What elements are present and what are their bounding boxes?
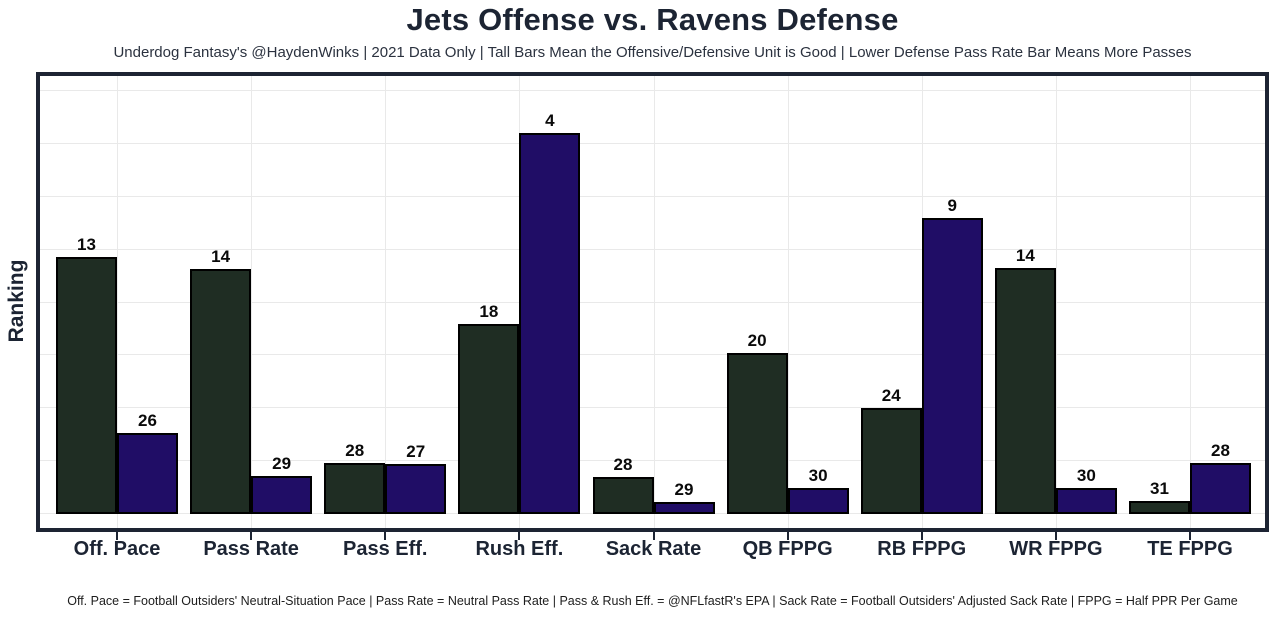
bar-value-label: 28 xyxy=(345,441,365,460)
x-axis-label: WR FPPG xyxy=(1009,538,1103,560)
chart-footnote: Off. Pace = Football Outsiders' Neutral-… xyxy=(67,594,1238,608)
jets-offense-bar xyxy=(592,477,654,514)
h-gridline xyxy=(40,248,1265,250)
chart-title: Jets Offense vs. Ravens Defense xyxy=(406,2,899,37)
v-gridline xyxy=(117,76,118,528)
ravens-defense-bar xyxy=(117,433,178,514)
bar-value-label: 30 xyxy=(808,466,828,485)
h-gridline xyxy=(40,407,1265,409)
x-axis-tick xyxy=(518,532,521,540)
ravens-defense-bar xyxy=(251,476,313,514)
v-gridline xyxy=(1190,76,1191,528)
x-axis-label: RB FPPG xyxy=(877,538,967,560)
bar-value-label: 29 xyxy=(674,480,694,499)
x-axis-tick xyxy=(652,532,655,540)
bar-value-label: 20 xyxy=(747,331,767,350)
bar-group-te-fppg: 31 28 xyxy=(1129,76,1251,528)
v-gridline xyxy=(653,76,655,528)
ravens-defense-bar xyxy=(1055,488,1117,514)
bar-group-rb-fppg: 24 9 xyxy=(860,76,983,528)
jets-offense-bar xyxy=(458,324,520,514)
jets-offense-bar xyxy=(726,353,788,514)
bar-group-rush-eff: 18 4 xyxy=(458,76,581,528)
jets-offense-bar xyxy=(324,463,386,514)
bar-group-pass-eff: 28 27 xyxy=(324,76,447,528)
ravens-defense-bar xyxy=(1190,463,1251,514)
h-gridline xyxy=(40,354,1265,356)
jets-offense-bar xyxy=(860,408,922,514)
bar-value-label: 26 xyxy=(138,411,157,430)
h-gridline xyxy=(40,460,1265,462)
bar-value-label: 14 xyxy=(1015,246,1035,265)
x-axis-tick xyxy=(250,532,253,540)
bar-value-label: 29 xyxy=(272,454,292,473)
x-axis-tick xyxy=(920,532,923,540)
h-gridline xyxy=(40,195,1265,197)
v-gridline xyxy=(251,76,253,528)
jets-offense-bar xyxy=(56,257,117,514)
plot-area: 13 26 14 29 28 27 18 4 28 29 20 30 24 9 14 30 31 28 xyxy=(40,76,1265,528)
h-gridline xyxy=(40,301,1265,303)
jets-offense-bar xyxy=(994,268,1056,514)
bar-value-label: 30 xyxy=(1076,466,1096,485)
x-axis-label: Sack Rate xyxy=(605,538,702,560)
bar-value-label: 27 xyxy=(406,442,426,461)
x-axis-label: QB FPPG xyxy=(742,538,833,560)
x-axis-label: Off. Pace xyxy=(73,538,161,560)
bar-group-wr-fppg: 14 30 xyxy=(994,76,1117,528)
bar-value-label: 13 xyxy=(77,235,96,254)
chart-subtitle: Underdog Fantasy's @HaydenWinks | 2021 D… xyxy=(113,44,1192,61)
ravens-defense-bar xyxy=(921,218,983,514)
x-axis-tick xyxy=(384,532,387,540)
x-axis-label: Pass Eff. xyxy=(343,538,428,560)
ravens-defense-bar xyxy=(519,133,581,514)
bar-value-label: 31 xyxy=(1150,479,1169,498)
ravens-defense-bar xyxy=(787,488,849,514)
x-axis-label: Rush Eff. xyxy=(475,538,564,560)
bar-value-label: 9 xyxy=(947,196,957,215)
x-axis-tick xyxy=(1054,532,1057,540)
x-axis-tick xyxy=(786,532,789,540)
x-axis-tick xyxy=(1189,532,1191,540)
x-axis-tick xyxy=(116,532,118,540)
v-gridline xyxy=(385,76,387,528)
bar-group-qb-fppg: 20 30 xyxy=(726,76,849,528)
bar-group-pass-rate: 14 29 xyxy=(190,76,313,528)
ravens-defense-bar xyxy=(653,502,715,514)
bar-value-label: 28 xyxy=(1211,441,1230,460)
y-axis-label: Ranking xyxy=(5,259,28,343)
x-axis-label: TE FPPG xyxy=(1147,538,1233,560)
v-gridline xyxy=(787,76,789,528)
ravens-defense-bar xyxy=(385,464,447,514)
h-gridline xyxy=(40,142,1265,144)
jets-offense-bar xyxy=(190,269,252,514)
x-axis-label: Pass Rate xyxy=(203,538,299,560)
bar-group-off-pace: 13 26 xyxy=(56,76,178,528)
bar-value-label: 18 xyxy=(479,302,499,321)
bar-group-sack-rate: 28 29 xyxy=(592,76,715,528)
v-gridline xyxy=(1055,76,1057,528)
bar-value-label: 24 xyxy=(881,386,901,405)
bar-value-label: 28 xyxy=(613,455,633,474)
plot-panel: 13 26 14 29 28 27 18 4 28 29 20 30 24 9 14 30 31 28 xyxy=(36,72,1269,532)
bar-value-label: 4 xyxy=(545,111,555,130)
jets-offense-bar xyxy=(1129,501,1190,514)
h-gridline xyxy=(40,90,1265,91)
bar-value-label: 14 xyxy=(211,247,231,266)
